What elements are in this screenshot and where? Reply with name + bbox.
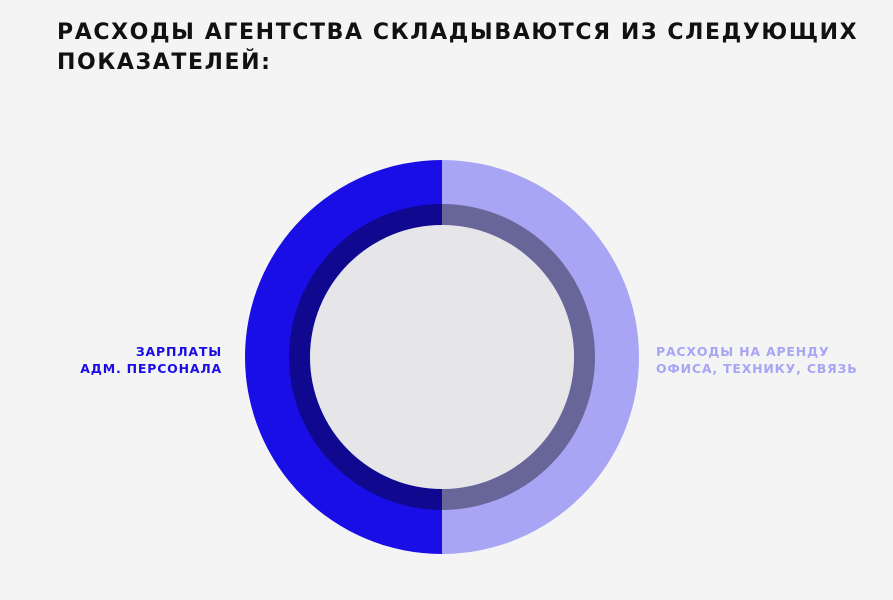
segment-label: РАСХОДЫ НА АРЕНДУ ОФИСА, ТЕХНИКУ, СВЯЗЬ xyxy=(656,344,858,376)
donut-hole xyxy=(310,225,574,489)
chart-title: РАСХОДЫ АГЕНТСТВА СКЛАДЫВАЮТСЯ ИЗ СЛЕДУЮ… xyxy=(57,20,859,75)
inner-band xyxy=(289,204,595,510)
segment-label: ЗАРПЛАТЫ АДМ. ПЕРСОНАЛА xyxy=(80,344,222,376)
